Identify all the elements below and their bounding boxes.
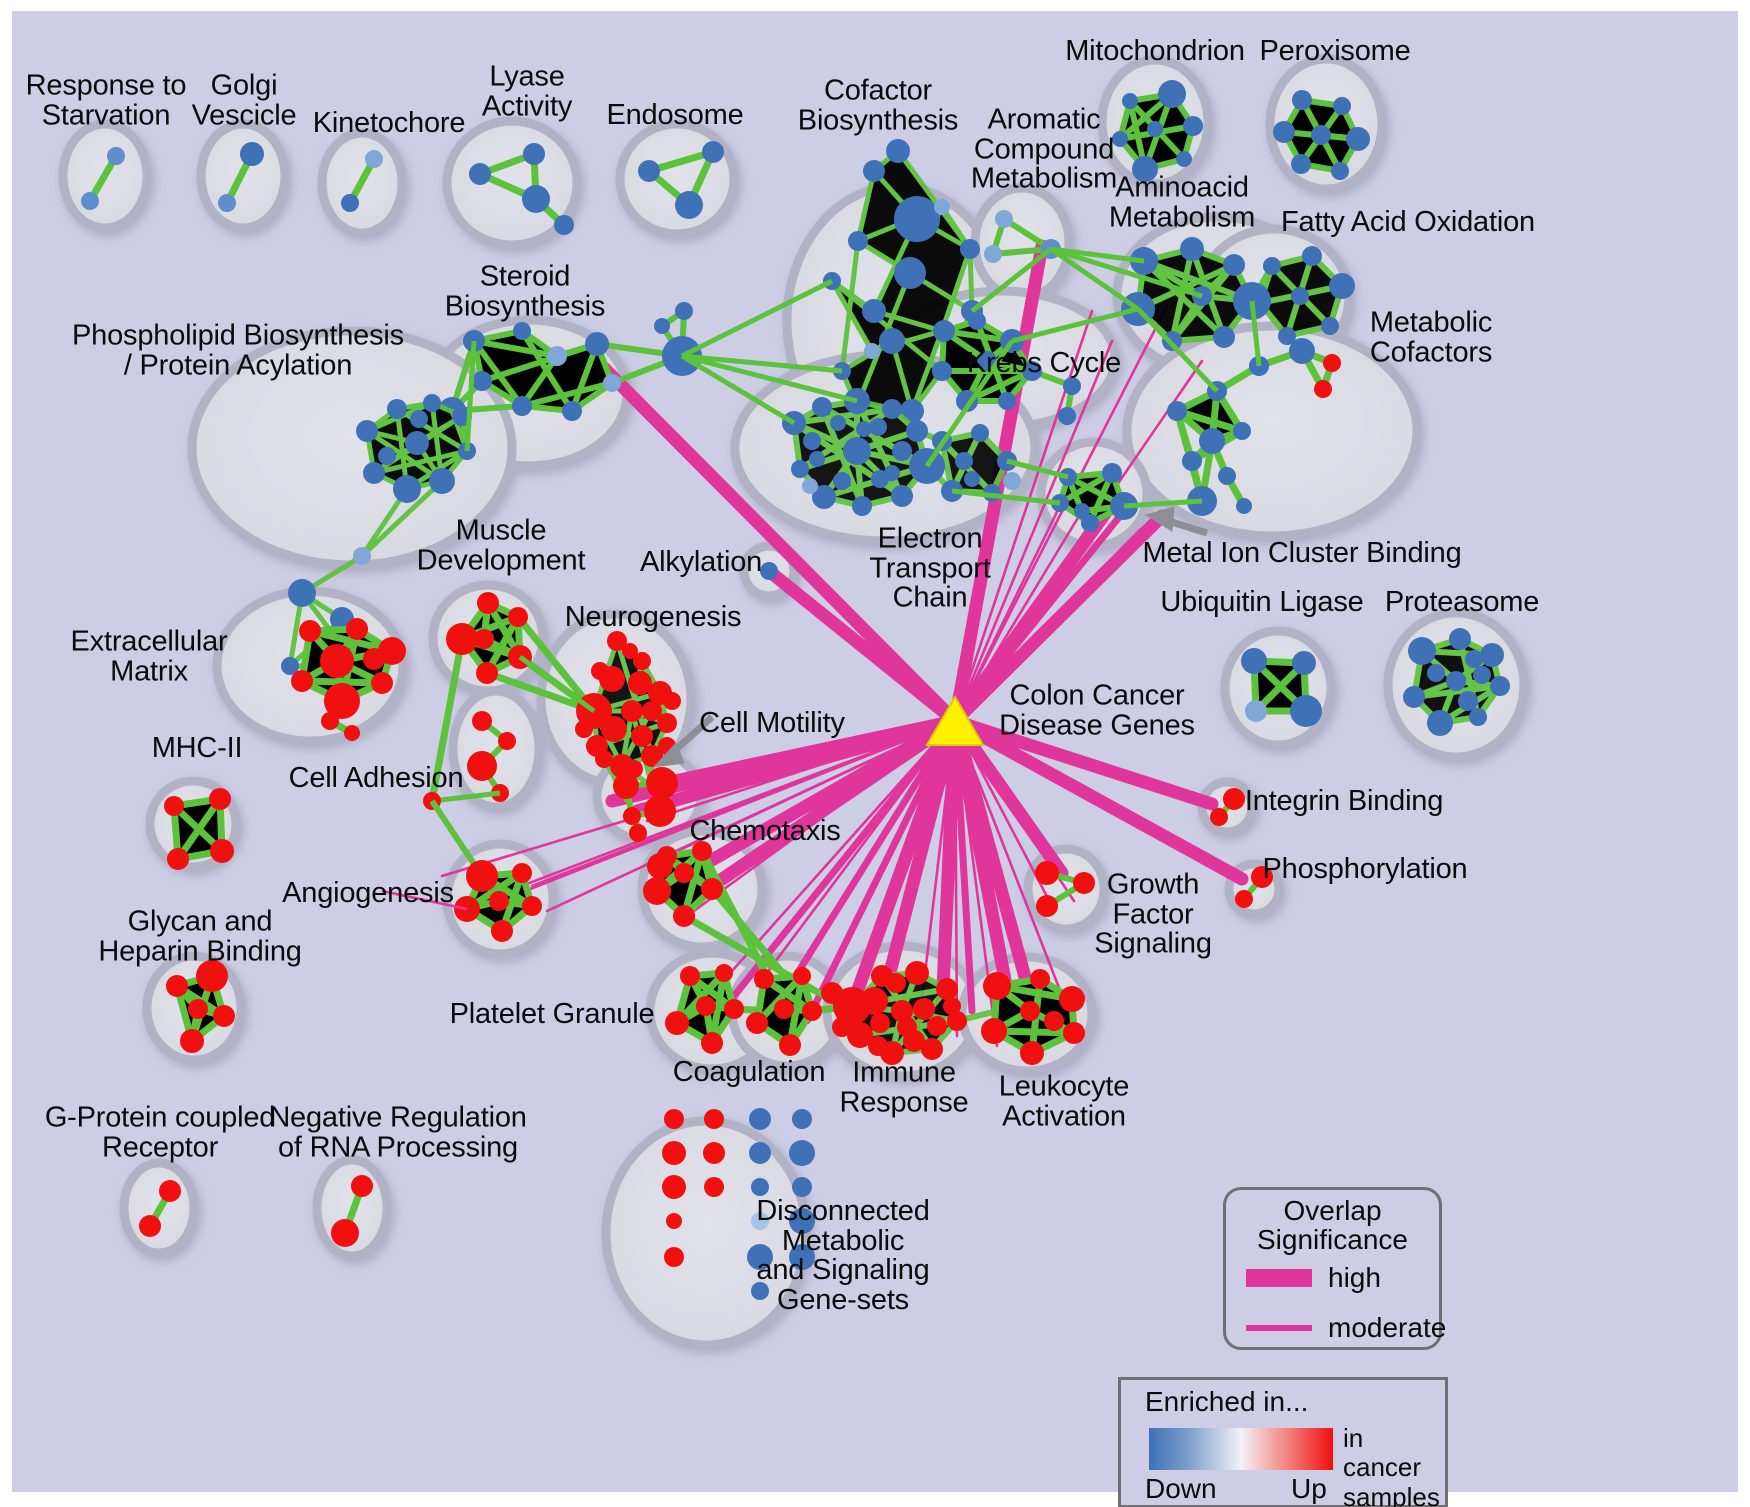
legend-overlap-title: Overlap Significance [1257, 1195, 1408, 1256]
cluster-label-peroxisome: Peroxisome [1259, 35, 1411, 68]
cluster-label-cell-adhesion: Cell Adhesion [288, 762, 464, 795]
cluster-ubiquitin-internal [1241, 648, 1322, 727]
cluster-etc-internal [782, 388, 1021, 516]
cluster-metal-ion-internal [1051, 463, 1138, 532]
cluster-label-coagulation: Coagulation [672, 1056, 826, 1089]
cluster-muscle-internal [428, 592, 597, 802]
cluster-label-leukocyte-activation: Leukocyte Activation [998, 1070, 1130, 1132]
legend-enriched-side-label: in cancer samples vs. controls [1343, 1423, 1440, 1507]
cluster-metabolic-cofactors-internal [1167, 338, 1341, 516]
cluster-label-muscle-development: Muscle Development [416, 514, 586, 576]
arrow-cell-motility-icon [652, 714, 715, 768]
cluster-label-glycan-and-heparin-binding: Glycan and Heparin Binding [98, 905, 302, 967]
cluster-label-chemotaxis: Chemotaxis [689, 815, 841, 848]
hub-edges-moderate [440, 304, 1204, 1048]
annotation-arrows [652, 506, 1209, 768]
legend-color-gradient-bar [1149, 1428, 1333, 1470]
cluster-label-g-protein-coupled-receptor: G-Protein coupled Receptor [44, 1101, 276, 1163]
cluster-phospholipid-internal [281, 394, 476, 680]
cluster-label-integrin-binding: Integrin Binding [1244, 785, 1444, 818]
cluster-label-mitochondrion: Mitochondrion [1065, 35, 1245, 68]
legend-enriched-title: Enriched in... [1145, 1386, 1309, 1417]
hub-triangle-icon[interactable] [925, 695, 985, 746]
cluster-label-platelet-granule: Platelet Granule [449, 998, 655, 1031]
cluster-label-disconnected-gene-sets: Disconnected Metabolic and Signaling Gen… [756, 1194, 930, 1316]
cluster-neurogenesis-internal [575, 631, 681, 803]
legend-enriched-in: Enriched in... Down Up in cancer samples… [1118, 1377, 1448, 1507]
cluster-mhc-internal [164, 788, 234, 870]
cluster-peroxisome-internal [1273, 90, 1370, 180]
cluster-proteasome-internal [1403, 628, 1510, 736]
cluster-label-cofactor-biosynthesis: Cofactor Biosynthesis [797, 74, 959, 136]
legend-gradient-high-label: Up [1291, 1473, 1327, 1504]
cluster-label-growth-factor-signaling: Growth Factor Signaling [1094, 868, 1212, 960]
network-graph [58, 54, 1529, 1350]
cluster-mitochondrion-internal [1112, 80, 1203, 182]
cluster-label-extracellular-matrix: Extracellular Matrix [70, 625, 228, 687]
cluster-cell-motility-internal [613, 767, 678, 842]
cluster-label-cell-motility: Cell Motility [699, 707, 845, 740]
cluster-ecm-internal [291, 618, 406, 741]
cluster-label-phosphorylation: Phosphorylation [1262, 853, 1468, 886]
cluster-krebs-internal [932, 312, 1081, 425]
cluster-label-lyase-activity: Lyase Activity [481, 60, 573, 122]
cluster-label-steroid-biosynthesis: Steroid Biosynthesis [444, 260, 606, 322]
cluster-internals [81, 141, 724, 235]
cluster-label-metal-ion-cluster-binding: Metal Ion Cluster Binding [1142, 537, 1462, 570]
network-canvas: Response to Starvation Golgi Vescicle Ki… [12, 11, 1738, 1507]
cluster-label-fatty-acid-oxidation: Fatty Acid Oxidation [1281, 206, 1535, 239]
cluster-label-phospholipid-biosynthesis: Phospholipid Biosynthesis / Protein Acyl… [72, 319, 404, 381]
legend-swatch-high [1246, 1269, 1312, 1287]
cluster-negreg-internal [331, 1175, 373, 1247]
hub-label: Colon Cancer Disease Genes [999, 679, 1195, 741]
legend-key-high: high [1328, 1262, 1381, 1293]
cluster-label-aromatic-compound-metabolism: Aromatic Compound Metabolism [970, 103, 1118, 195]
legend-gradient-low-label: Down [1145, 1473, 1217, 1504]
bubble-endosome [615, 119, 739, 239]
cluster-label-endosome: Endosome [606, 99, 744, 132]
node-alkylation [760, 562, 778, 580]
cluster-chemotaxis-internal [643, 841, 844, 1010]
cluster-angiogenesis-internal [381, 860, 542, 942]
cluster-label-negative-regulation-rna: Negative Regulation of RNA Processing [269, 1101, 527, 1163]
cluster-steroid-internal [438, 302, 702, 425]
cluster-label-proteasome: Proteasome [1384, 586, 1540, 619]
cluster-label-aminoacid-metabolism: Aminoacid Metabolism [1108, 171, 1256, 233]
cluster-gpcr-internal [139, 1180, 181, 1237]
inter-cluster-edges [464, 246, 1262, 714]
cluster-label-neurogenesis: Neurogenesis [564, 601, 742, 634]
cluster-label-mhc-ii: MHC-II [151, 732, 243, 765]
cluster-glycan-internal [166, 960, 235, 1053]
cluster-label-electron-transport-chain: Electron Transport Chain [869, 522, 991, 614]
cluster-label-angiogenesis: Angiogenesis [282, 877, 454, 910]
cluster-gf-internal [1035, 861, 1095, 917]
legend-overlap-row-moderate: moderate [1246, 1312, 1446, 1344]
cluster-integrin-internal [1210, 788, 1245, 826]
cluster-label-golgi-vescicle: Golgi Vescicle [191, 69, 297, 131]
cluster-phosphorylation-internal [1235, 866, 1273, 908]
legend-key-moderate: moderate [1328, 1312, 1447, 1343]
cluster-immune-internal [821, 961, 998, 1065]
cluster-leukocyte-internal [981, 969, 1085, 1065]
cluster-label-alkylation: Alkylation [639, 546, 763, 579]
cluster-label-response-to-starvation: Response to Starvation [25, 69, 187, 131]
cluster-label-ubiquitin-ligase: Ubiquitin Ligase [1160, 586, 1364, 619]
legend-swatch-moderate [1246, 1325, 1312, 1331]
cluster-label-krebs-cycle: Krebs Cycle [966, 347, 1122, 380]
cluster-coagulation-internal [746, 967, 853, 1056]
cluster-label-kinetochore: Kinetochore [312, 107, 466, 140]
arrow-metal-ion-cluster-binding-icon [1144, 506, 1209, 537]
cluster-label-immune-response: Immune Response [839, 1056, 969, 1118]
cluster-platelet-internal [665, 964, 773, 1054]
cluster-disconnected-internal [662, 1108, 815, 1300]
cluster-label-metabolic-cofactors: Metabolic Cofactors [1369, 306, 1493, 368]
legend-overlap-row-high: high [1246, 1262, 1381, 1294]
legend-overlap-significance: Overlap Significance high moderate [1223, 1187, 1446, 1350]
cluster-cofactor-internal [823, 139, 983, 423]
